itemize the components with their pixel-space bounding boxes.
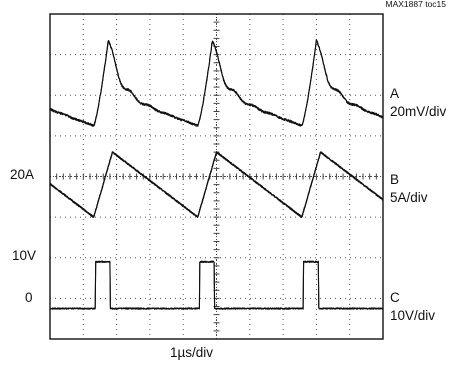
plot-frame: [49, 13, 384, 340]
graticule: [49, 13, 384, 340]
channel-a-scale: 20mV/div: [390, 104, 447, 119]
x-axis-label: 1µs/div: [169, 345, 214, 360]
channel-a-trace: [49, 39, 384, 127]
channel-b-level-label: 20A: [10, 167, 35, 182]
channel-b-trace: [49, 151, 384, 218]
channel-c-zero-label: 0: [25, 290, 33, 305]
channel-c-trace: [49, 260, 384, 310]
waveforms: [49, 39, 384, 310]
channel-c-name: C: [390, 290, 400, 305]
channel-c-trace: [49, 260, 384, 310]
channel-a-name: A: [390, 86, 400, 101]
channel-c-high-label: 10V: [12, 248, 37, 263]
channel-c-scale: 10V/div: [390, 308, 436, 323]
channel-b-scale: 5A/div: [390, 190, 428, 205]
figure-tag: MAX1887 toc15: [385, 0, 446, 9]
channel-b-name: B: [390, 172, 400, 187]
